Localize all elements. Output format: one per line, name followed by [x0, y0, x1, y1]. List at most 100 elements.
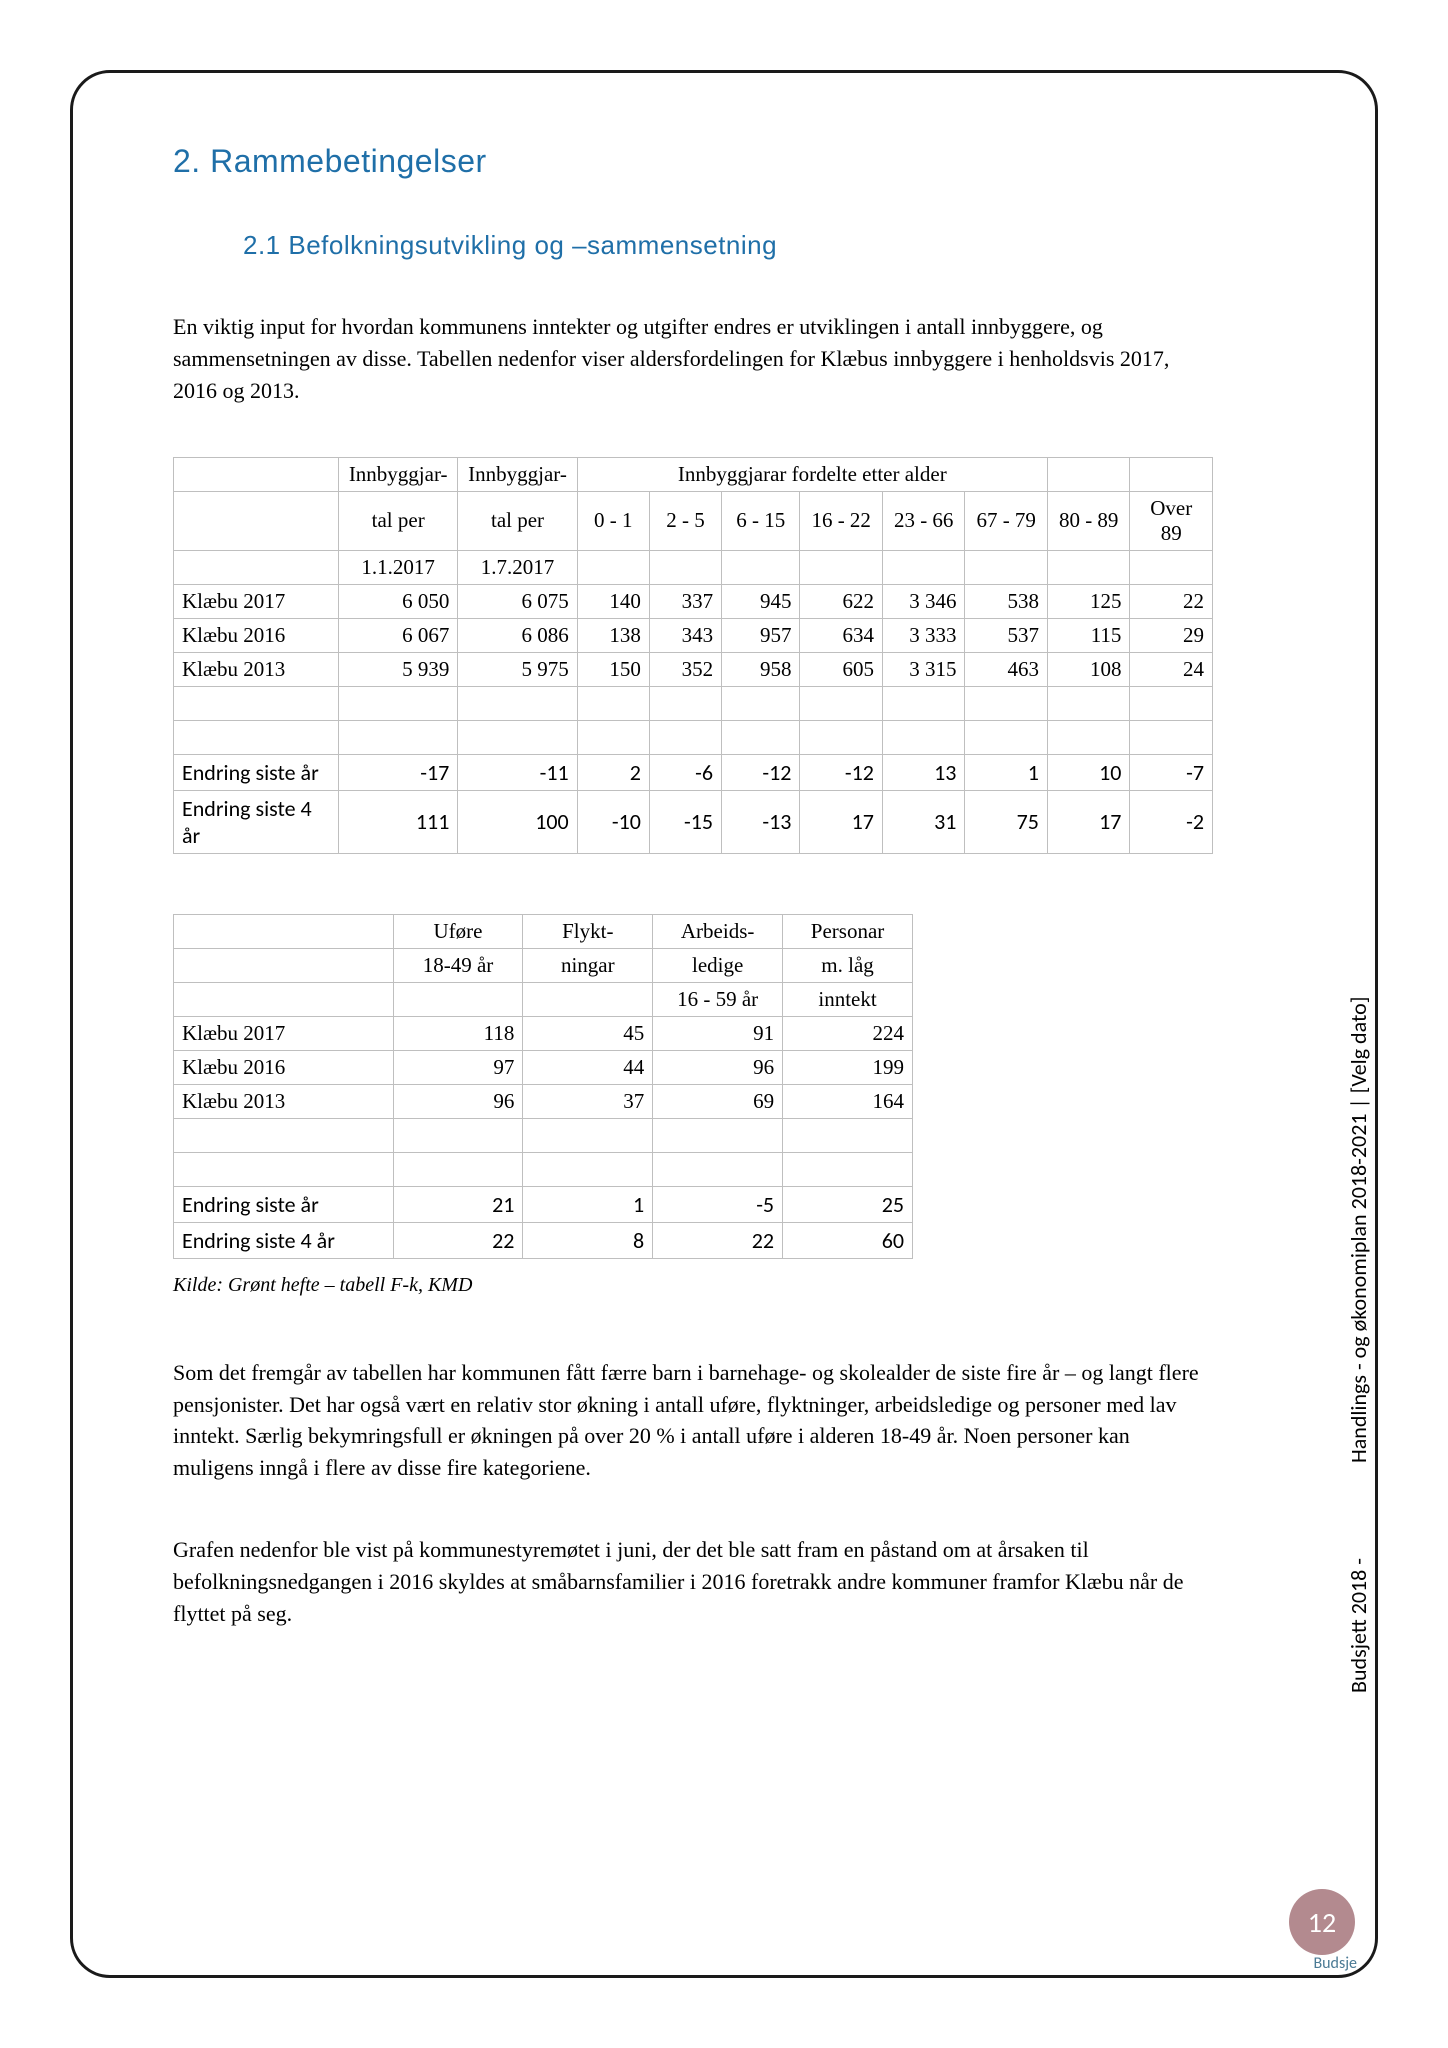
table-cell: 634: [800, 618, 883, 652]
table-cell: -5: [653, 1186, 783, 1222]
row-label: Klæbu 2013: [174, 652, 339, 686]
table-row: Endring siste 4 år111100-10-15-131731751…: [174, 790, 1213, 853]
table-cell: 6 067: [339, 618, 458, 652]
table-cell: 224: [783, 1016, 913, 1050]
row-label: Klæbu 2013: [174, 1084, 394, 1118]
table-cell: 17: [1047, 790, 1130, 853]
table-cell: 29: [1130, 618, 1213, 652]
row-label: Klæbu 2016: [174, 1050, 394, 1084]
row-label: Klæbu 2017: [174, 584, 339, 618]
table-row: Klæbu 2013963769164: [174, 1084, 913, 1118]
intro-paragraph: En viktig input for hvordan kommunens in…: [173, 311, 1213, 407]
table-cell: 17: [800, 790, 883, 853]
table-1-population: Innbyggjar- Innbyggjar- Innbyggjarar for…: [173, 457, 1213, 854]
table-cell: 37: [523, 1084, 653, 1118]
row-label: Endring siste 4 år: [174, 790, 339, 853]
table-cell: 537: [965, 618, 1048, 652]
row-label: Klæbu 2016: [174, 618, 339, 652]
analysis-paragraph-2: Grafen nedenfor ble vist på kommunestyre…: [173, 1534, 1213, 1630]
table-cell: 22: [393, 1222, 523, 1258]
table-cell: 1: [523, 1186, 653, 1222]
content-area: 2. Rammebetingelser 2.1 Befolkningsutvik…: [173, 143, 1213, 1630]
table-cell: 111: [339, 790, 458, 853]
table-cell: -13: [722, 790, 800, 853]
table-row: Endring siste 4 år2282260: [174, 1222, 913, 1258]
table-header: Arbeids-: [653, 914, 783, 948]
table-cell: 108: [1047, 652, 1130, 686]
table-cell: 164: [783, 1084, 913, 1118]
table-header: Flykt-: [523, 914, 653, 948]
source-citation: Kilde: Grønt hefte – tabell F-k, KMD: [173, 1274, 1213, 1297]
table-cell: -10: [577, 790, 649, 853]
table-cell: 22: [653, 1222, 783, 1258]
table-cell: 538: [965, 584, 1048, 618]
table-cell: -7: [1130, 754, 1213, 790]
table-row: Klæbu 20135 9395 9751503529586053 315463…: [174, 652, 1213, 686]
table-cell: 6 075: [458, 584, 577, 618]
table-cell: 45: [523, 1016, 653, 1050]
table-cell: 958: [722, 652, 800, 686]
table-subheader: 1.1.2017: [339, 550, 458, 584]
table-cell: 1: [965, 754, 1048, 790]
table-subheader: 67 - 79: [965, 491, 1048, 550]
table-subheader: ledige: [653, 948, 783, 982]
table-subheader: inntekt: [783, 982, 913, 1016]
table-cell: 75: [965, 790, 1048, 853]
table-cell: 60: [783, 1222, 913, 1258]
table-cell: 31: [882, 790, 965, 853]
table-cell: 5 939: [339, 652, 458, 686]
table-subheader: ningar: [523, 948, 653, 982]
table-2-social: Uføre Flykt- Arbeids- Personar 18-49 år …: [173, 914, 913, 1259]
table-subheader: Over 89: [1130, 491, 1213, 550]
table-header: Innbyggjarar fordelte etter alder: [577, 457, 1047, 491]
table-cell: 2: [577, 754, 649, 790]
table-cell: -17: [339, 754, 458, 790]
table-cell: 24: [1130, 652, 1213, 686]
table-cell: 96: [393, 1084, 523, 1118]
table-subheader: 2 - 5: [649, 491, 721, 550]
table-cell: 463: [965, 652, 1048, 686]
table-cell: 957: [722, 618, 800, 652]
table-cell: -15: [649, 790, 721, 853]
table-subheader: [393, 982, 523, 1016]
table-subheader: 0 - 1: [577, 491, 649, 550]
table-cell: 115: [1047, 618, 1130, 652]
table-cell: 21: [393, 1186, 523, 1222]
table-cell: 97: [393, 1050, 523, 1084]
table-cell: 3 333: [882, 618, 965, 652]
table-header: Uføre: [393, 914, 523, 948]
table-cell: 150: [577, 652, 649, 686]
table-subheader: 80 - 89: [1047, 491, 1130, 550]
table-subheader: 18-49 år: [393, 948, 523, 982]
page-under-text: Budsje: [1313, 1954, 1357, 1973]
table-cell: 343: [649, 618, 721, 652]
side-text-part2: Handlings - og økonomiplan 2018-2021 | […: [1345, 997, 1372, 1463]
table-row: Klæbu 20176 0506 0751403379456223 346538…: [174, 584, 1213, 618]
table-subheader: [523, 982, 653, 1016]
row-label: Endring siste 4 år: [174, 1222, 394, 1258]
table-cell: 8: [523, 1222, 653, 1258]
table-header: Innbyggjar-: [339, 457, 458, 491]
table-cell: -6: [649, 754, 721, 790]
table-cell: 10: [1047, 754, 1130, 790]
table-row: Endring siste år211-525: [174, 1186, 913, 1222]
table-cell: 140: [577, 584, 649, 618]
table-cell: 69: [653, 1084, 783, 1118]
row-label: Endring siste år: [174, 754, 339, 790]
table-cell: 22: [1130, 584, 1213, 618]
side-text-part1: Budsjett 2018 -: [1345, 1558, 1372, 1693]
table-cell: 199: [783, 1050, 913, 1084]
table-subheader: 1.7.2017: [458, 550, 577, 584]
table-subheader: 16 - 59 år: [653, 982, 783, 1016]
table-cell: 605: [800, 652, 883, 686]
table-cell: 3 346: [882, 584, 965, 618]
table-row: Endring siste år-17-112-6-12-1213110-7: [174, 754, 1213, 790]
table-row: Klæbu 20171184591224: [174, 1016, 913, 1050]
table-row: Klæbu 2016974496199: [174, 1050, 913, 1084]
table-header: Personar: [783, 914, 913, 948]
row-label: Endring siste år: [174, 1186, 394, 1222]
table-cell: 25: [783, 1186, 913, 1222]
table-subheader: 6 - 15: [722, 491, 800, 550]
table-cell: 337: [649, 584, 721, 618]
table-cell: -12: [800, 754, 883, 790]
